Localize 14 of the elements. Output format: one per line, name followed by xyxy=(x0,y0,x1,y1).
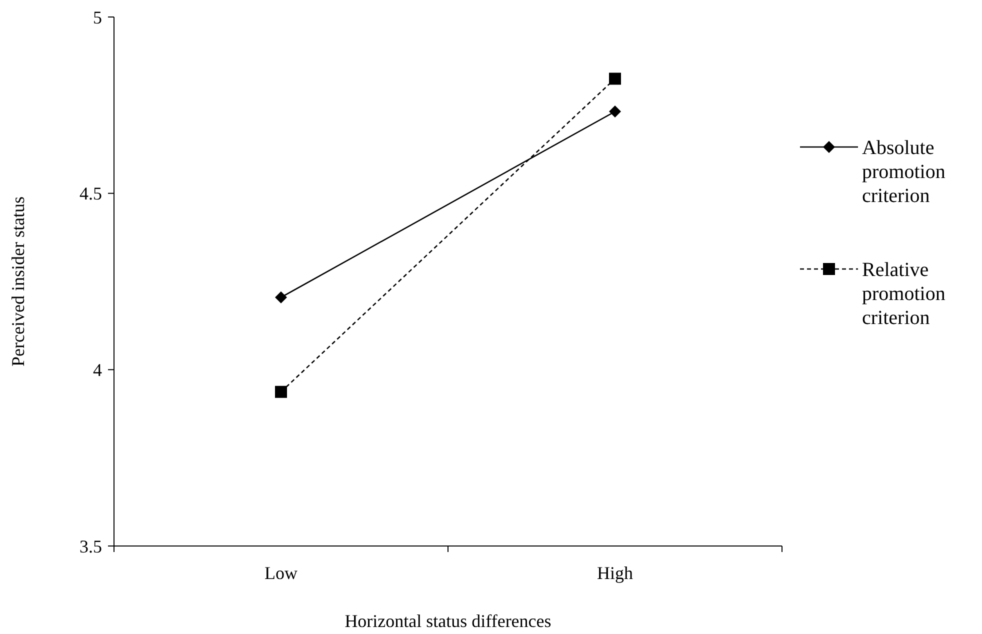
point xyxy=(609,72,621,85)
point xyxy=(609,106,621,118)
legend-label: Absolute promotion criterion xyxy=(862,137,946,207)
point xyxy=(275,291,287,304)
x-tick-label: Low xyxy=(264,563,298,583)
y-axis-title: Perceived insider status xyxy=(8,196,28,366)
x-axis-title: Horizontal status differences xyxy=(344,611,552,631)
y-tick-label: 4.5 xyxy=(80,184,102,204)
legend-label: Relative promotion criterion xyxy=(862,259,946,329)
y-tick-label: 5 xyxy=(93,7,102,28)
x-tick-label: High xyxy=(597,563,633,583)
y-tick-label: 3.5 xyxy=(80,536,102,556)
y-tick-label: 4 xyxy=(93,360,102,380)
point xyxy=(275,386,287,398)
